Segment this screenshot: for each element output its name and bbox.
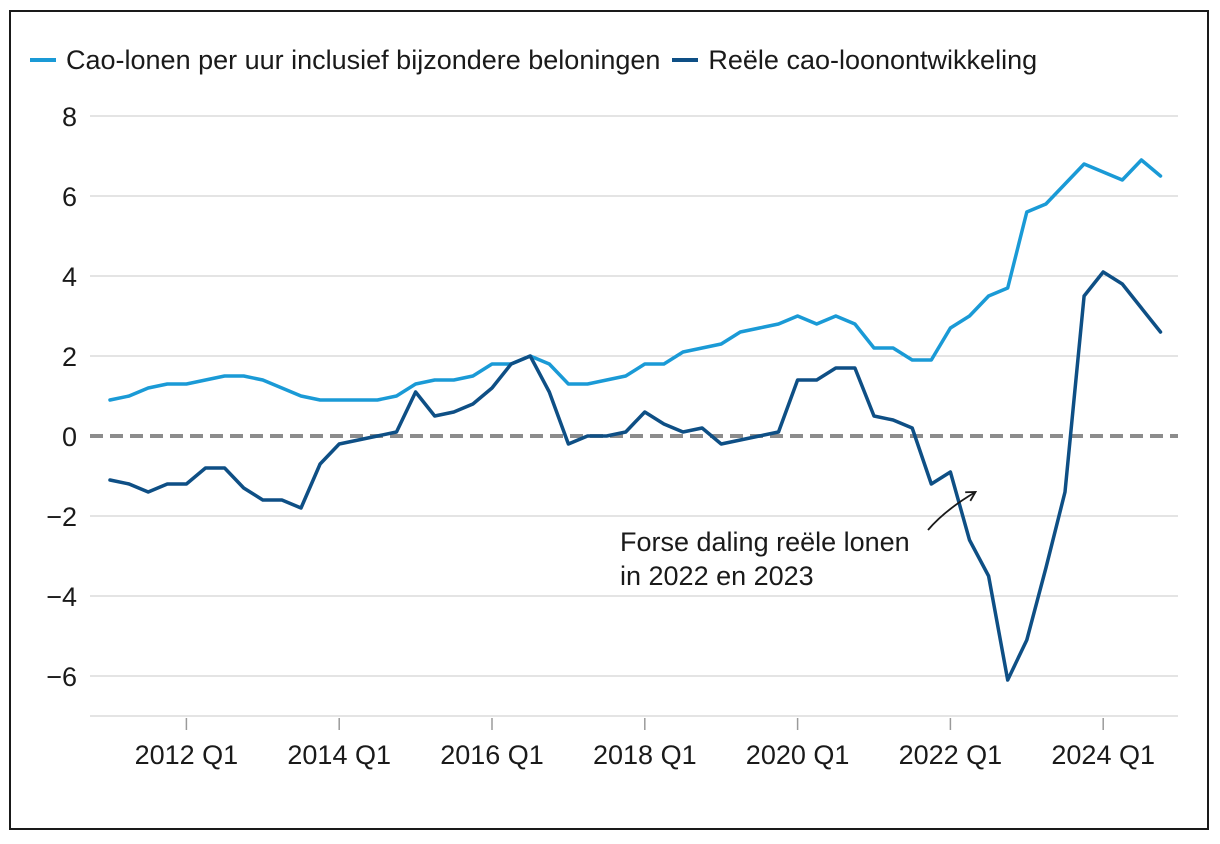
chart-legend: Cao-lonen per uur inclusief bijzondere b… — [30, 40, 1049, 80]
legend-label-cao-lonen: Cao-lonen per uur inclusief bijzondere b… — [66, 44, 661, 75]
legend-item-cao-lonen: Cao-lonen per uur inclusief bijzondere b… — [30, 45, 660, 76]
annotation-text: in 2022 en 2023 — [620, 561, 814, 591]
x-tick-label: 2020 Q1 — [746, 740, 850, 770]
legend-swatch-reele — [672, 58, 699, 62]
y-tick-label: −2 — [46, 502, 77, 532]
x-tick-label: 2024 Q1 — [1051, 740, 1155, 770]
legend-swatch-cao-lonen — [30, 58, 56, 62]
y-tick-label: 8 — [62, 102, 77, 132]
x-tick-label: 2022 Q1 — [899, 740, 1003, 770]
y-tick-label: −6 — [46, 662, 77, 692]
legend-item-reele: Reële cao-loonontwikkeling — [672, 45, 1037, 76]
annotation-text: Forse daling reële lonen — [620, 527, 910, 557]
y-tick-label: 4 — [62, 262, 77, 292]
legend-label-reele: Reële cao-loonontwikkeling — [708, 44, 1038, 75]
y-tick-label: 2 — [62, 342, 77, 372]
x-tick-label: 2014 Q1 — [287, 740, 391, 770]
series-line-cao-lonen — [108, 158, 1163, 402]
y-tick-label: 6 — [62, 182, 77, 212]
annotation-arrow — [927, 491, 978, 531]
x-tick-label: 2012 Q1 — [135, 740, 239, 770]
y-tick-label: −4 — [46, 582, 77, 612]
series-line-reele — [108, 270, 1163, 682]
x-tick-label: 2018 Q1 — [593, 740, 697, 770]
y-tick-label: 0 — [62, 422, 77, 452]
chart-frame — [9, 10, 1209, 830]
x-tick-label: 2016 Q1 — [440, 740, 544, 770]
